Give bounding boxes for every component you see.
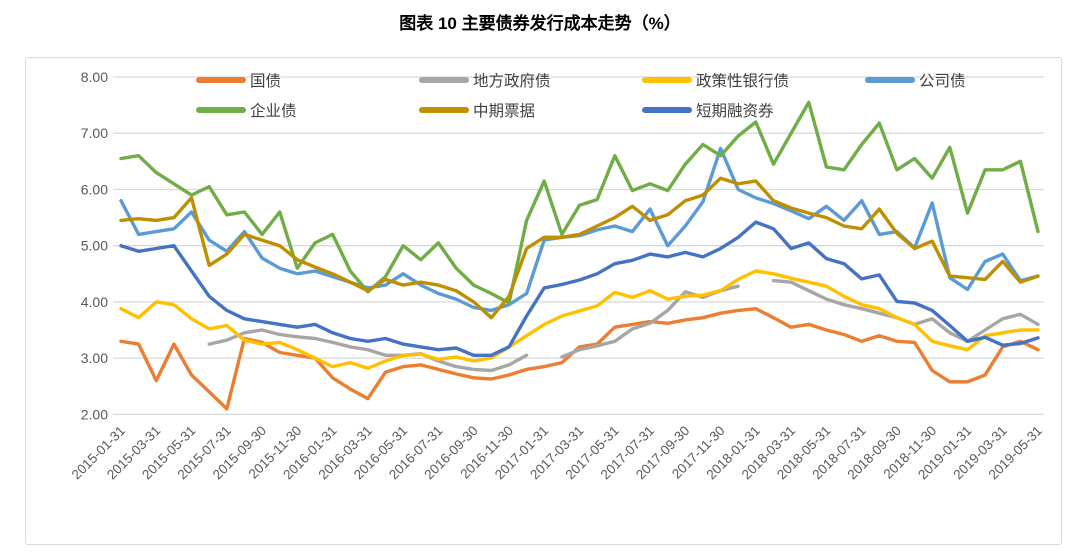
legend-label: 企业债	[250, 103, 297, 120]
legend-swatch-icon	[642, 107, 692, 113]
legend-item-2: 政策性银行债	[642, 69, 789, 91]
legend-label: 地方政府债	[473, 73, 551, 90]
chart-container: 8.00 7.00 6.00 5.00 4.00 3.00 2.00 2015-01-31 20…	[25, 57, 1062, 545]
legend-swatch-icon	[419, 107, 469, 113]
chart-legend: 国债 地方政府债 政策性银行债 公司债企业债 中期票据 短期融资券	[26, 58, 1061, 138]
series-line-2	[119, 269, 1040, 370]
legend-swatch-icon	[419, 77, 469, 83]
series-line-0	[119, 307, 1040, 411]
y-axis-label: 2.00	[81, 406, 108, 422]
series-line-5	[119, 176, 1040, 320]
legend-label: 短期融资券	[696, 103, 774, 120]
y-axis-label: 8.00	[81, 69, 108, 85]
y-axis-label: 6.00	[81, 182, 108, 198]
legend-item-4: 企业债	[196, 99, 297, 121]
line-chart-svg: 8.007.006.005.004.003.002.002015-01-3120…	[69, 69, 1045, 482]
legend-swatch-icon	[865, 77, 915, 83]
y-axis-label: 7.00	[81, 125, 108, 141]
legend-swatch-icon	[196, 107, 246, 113]
legend-item-6: 短期融资券	[642, 99, 774, 121]
y-axis-label: 3.00	[81, 350, 108, 366]
legend-swatch-icon	[196, 77, 246, 83]
series-line-4	[119, 100, 1040, 305]
chart-title: 图表 10 主要债券发行成本走势（%）	[399, 14, 681, 33]
legend-item-3: 公司债	[865, 69, 966, 91]
y-axis-label: 5.00	[81, 238, 108, 254]
legend-label: 中期票据	[473, 103, 536, 120]
legend-item-1: 地方政府债	[419, 69, 551, 91]
legend-label: 国债	[250, 73, 282, 90]
y-axis-label: 4.00	[81, 294, 108, 310]
series-line-6	[119, 220, 1040, 357]
legend-swatch-icon	[642, 77, 692, 83]
legend-label: 公司债	[919, 73, 966, 90]
legend-label: 政策性银行债	[696, 73, 790, 90]
legend-item-0: 国债	[196, 69, 281, 91]
legend-item-5: 中期票据	[419, 99, 535, 121]
